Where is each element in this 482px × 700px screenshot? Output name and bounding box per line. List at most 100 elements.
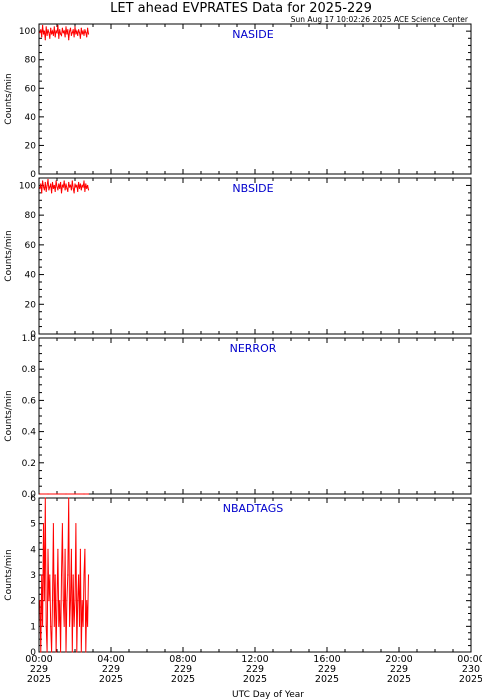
data-point bbox=[47, 178, 49, 181]
data-point bbox=[65, 651, 67, 653]
data-point bbox=[47, 548, 49, 550]
data-point bbox=[61, 523, 64, 525]
data-point bbox=[62, 31, 64, 34]
x-tick-doy: 229 bbox=[102, 664, 120, 675]
data-point bbox=[51, 600, 54, 602]
data-point bbox=[52, 34, 55, 37]
y-tick-label: 2 bbox=[30, 597, 36, 607]
data-point bbox=[40, 183, 42, 185]
y-axis-label: Counts/min bbox=[4, 73, 14, 124]
y-tick-label: 100 bbox=[19, 181, 36, 191]
data-point bbox=[78, 187, 81, 189]
data-point bbox=[53, 26, 55, 28]
data-point bbox=[58, 183, 60, 185]
data-point bbox=[78, 574, 80, 576]
data-point bbox=[49, 186, 51, 188]
data-point bbox=[55, 30, 57, 32]
data-point bbox=[75, 523, 77, 525]
data-point bbox=[66, 600, 68, 602]
y-tick-label: 20 bbox=[25, 141, 37, 151]
x-tick-doy: 229 bbox=[246, 664, 264, 675]
panel-nbside: 0 20 40 60 80 100 Counts/min NBSIDE bbox=[4, 177, 472, 340]
y-tick-label: 5 bbox=[30, 520, 36, 530]
data-point bbox=[68, 39, 70, 41]
y-tick-label: 40 bbox=[25, 113, 37, 123]
data-point bbox=[59, 600, 61, 602]
y-tick-label: 60 bbox=[25, 241, 37, 251]
data-point bbox=[74, 493, 76, 495]
x-tick-time: 16:00 bbox=[313, 654, 340, 665]
data-point bbox=[69, 625, 71, 627]
data-point bbox=[74, 183, 76, 185]
data-point bbox=[87, 184, 89, 187]
data-point bbox=[69, 186, 71, 188]
data-point bbox=[41, 574, 43, 576]
data-point bbox=[83, 34, 85, 37]
data-point bbox=[71, 180, 73, 182]
x-tick-doy: 229 bbox=[174, 664, 192, 675]
x-tick-time: 04:00 bbox=[97, 654, 124, 665]
data-point bbox=[71, 651, 73, 653]
data-point bbox=[79, 183, 81, 185]
data-point bbox=[56, 186, 58, 188]
data-point bbox=[77, 190, 79, 192]
data-point bbox=[69, 600, 72, 602]
data-point bbox=[41, 192, 43, 194]
data-point bbox=[56, 493, 58, 495]
data-point bbox=[57, 548, 59, 550]
data-point bbox=[83, 493, 85, 495]
y-tick-label: 0 bbox=[30, 170, 36, 180]
data-point bbox=[46, 34, 48, 37]
data-point bbox=[50, 625, 52, 627]
y-tick-label: 6 bbox=[30, 494, 36, 504]
data-point bbox=[42, 33, 45, 35]
data-point bbox=[44, 39, 46, 41]
data-point bbox=[57, 189, 59, 191]
data-point bbox=[82, 625, 84, 627]
data-point bbox=[42, 186, 45, 188]
data-point bbox=[71, 31, 73, 34]
data-point bbox=[56, 600, 58, 602]
data-point bbox=[74, 600, 76, 602]
data-point bbox=[53, 625, 55, 627]
data-point bbox=[60, 574, 63, 576]
data-point bbox=[87, 493, 90, 495]
data-point bbox=[62, 600, 64, 602]
data-point bbox=[59, 187, 61, 189]
data-point bbox=[84, 29, 86, 31]
data-point bbox=[80, 651, 82, 653]
data-point bbox=[40, 29, 42, 31]
chart-title: LET ahead EVPRATES Data for 2025-229 bbox=[110, 1, 372, 16]
data-point bbox=[79, 37, 81, 39]
data-point bbox=[77, 34, 79, 37]
panel-title: NERROR bbox=[230, 342, 277, 355]
data-point bbox=[39, 600, 41, 602]
data-point bbox=[51, 192, 53, 194]
data-point bbox=[43, 600, 46, 602]
data-point bbox=[65, 493, 67, 495]
y-axis-label: Counts/min bbox=[4, 390, 14, 441]
data-point bbox=[42, 625, 44, 627]
data-point bbox=[56, 31, 58, 34]
data-point bbox=[45, 625, 47, 627]
data-point bbox=[84, 548, 86, 550]
data-point bbox=[75, 33, 77, 35]
data-point bbox=[78, 181, 80, 184]
data-point bbox=[68, 181, 70, 184]
data-point bbox=[85, 31, 87, 34]
data-point bbox=[81, 184, 83, 187]
panel-frame bbox=[38, 337, 472, 495]
data-point bbox=[74, 26, 76, 28]
data-point bbox=[39, 31, 41, 34]
data-point bbox=[76, 184, 78, 187]
data-point bbox=[69, 184, 72, 187]
y-tick-label: 0 bbox=[30, 330, 36, 340]
data-point bbox=[79, 548, 81, 550]
data-point bbox=[70, 548, 72, 550]
data-point bbox=[57, 24, 59, 27]
data-point bbox=[70, 189, 72, 191]
data-point bbox=[51, 33, 53, 35]
data-point bbox=[59, 29, 61, 31]
panel-nerror: 0.0 0.2 0.4 0.6 0.8 1.0 Counts/min NERROR bbox=[4, 334, 472, 500]
data-point bbox=[72, 574, 74, 576]
